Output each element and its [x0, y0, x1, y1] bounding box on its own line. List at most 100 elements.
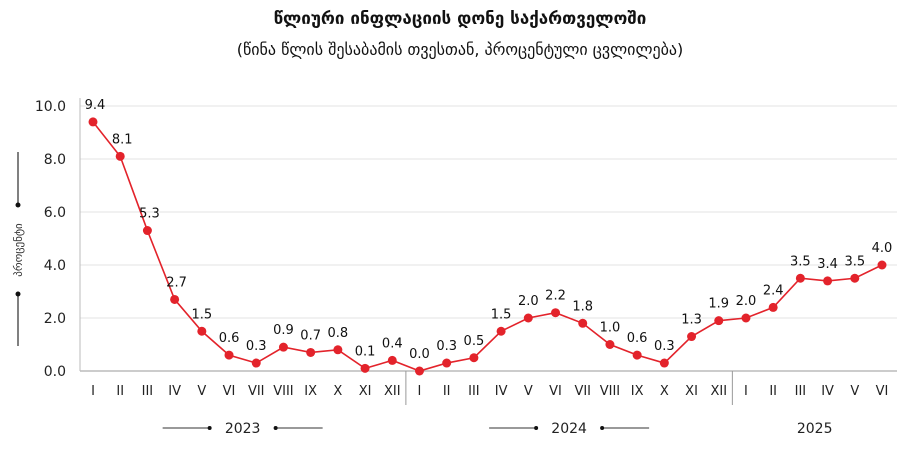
year-dot: [600, 426, 605, 430]
x-tick-label: IV: [495, 384, 508, 399]
x-tick-label: X: [333, 384, 342, 399]
x-tick-label: VII: [248, 384, 265, 399]
x-tick-label: VIII: [273, 384, 293, 399]
data-point: [387, 355, 397, 365]
x-tick-label: II: [769, 384, 777, 399]
data-label: 0.8: [328, 326, 349, 341]
data-point: [170, 294, 180, 304]
data-label: 0.0: [409, 347, 430, 362]
data-point: [605, 340, 615, 349]
data-point: [360, 363, 370, 373]
data-label: 0.6: [627, 331, 648, 346]
data-label: 0.4: [382, 336, 403, 351]
data-label: 1.8: [572, 299, 593, 314]
data-label: 8.1: [112, 132, 133, 147]
data-label: 0.3: [436, 339, 457, 354]
data-point: [278, 342, 288, 352]
data-label: 0.3: [654, 339, 675, 354]
year-label: 2025: [797, 421, 833, 437]
data-point: [877, 260, 887, 270]
x-tick-label: II: [443, 384, 451, 399]
chart-title: წლიური ინფლაციის დონე საქართველოში: [273, 9, 647, 29]
data-point: [333, 345, 343, 355]
x-tick-label: XII: [384, 384, 401, 399]
data-point: [115, 151, 125, 161]
ylabel-dot: [15, 202, 21, 208]
x-tick-label: XI: [359, 384, 372, 399]
x-tick-label: VII: [574, 384, 591, 399]
data-point: [251, 358, 261, 368]
data-label: 2.2: [545, 289, 566, 304]
data-point: [714, 316, 724, 326]
data-label: 0.3: [246, 339, 267, 354]
x-tick-label: IX: [631, 384, 644, 399]
data-label: 1.5: [491, 307, 512, 322]
x-tick-label: V: [850, 384, 859, 399]
data-label: 0.1: [355, 344, 376, 359]
x-tick-label: I: [744, 384, 748, 399]
y-tick-label: 8.0: [44, 152, 66, 168]
x-tick-label: XII: [710, 384, 727, 399]
data-point: [224, 350, 234, 360]
data-label: 1.0: [600, 321, 621, 336]
data-label: 1.3: [681, 313, 702, 328]
y-tick-label: 4.0: [44, 258, 66, 274]
x-tick-label: III: [795, 384, 807, 399]
data-point: [523, 313, 533, 323]
x-tick-label: III: [468, 384, 480, 399]
ylabel-dot: [15, 291, 21, 297]
x-tick-label: X: [660, 384, 669, 399]
x-tick-label: XI: [685, 384, 698, 399]
x-tick-label: VI: [876, 384, 889, 399]
data-point: [823, 276, 833, 286]
year-dot: [534, 426, 539, 430]
data-label: 2.4: [763, 283, 784, 298]
y-tick-label: 2.0: [44, 311, 66, 327]
x-tick-label: V: [524, 384, 533, 399]
data-point: [414, 366, 424, 376]
y-axis-label: პროცენტი: [12, 223, 25, 277]
data-point: [578, 318, 588, 328]
data-label: 0.7: [300, 328, 321, 343]
data-label: 0.6: [219, 331, 240, 346]
data-label: 5.3: [139, 207, 160, 222]
data-point: [687, 332, 697, 342]
x-tick-label: I: [91, 384, 95, 399]
x-tick-label: II: [116, 384, 124, 399]
data-point: [659, 358, 669, 368]
data-point: [197, 326, 207, 336]
year-dot: [273, 426, 278, 430]
data-point: [741, 313, 751, 323]
data-point: [632, 350, 642, 360]
data-point: [142, 226, 152, 236]
x-tick-label: IV: [168, 384, 181, 399]
data-label: 2.0: [518, 294, 539, 309]
x-tick-label: III: [142, 384, 154, 399]
x-tick-label: VI: [223, 384, 236, 399]
data-point: [551, 308, 561, 318]
data-point: [850, 273, 860, 283]
year-label: 2023: [225, 421, 261, 437]
data-label: 2.0: [736, 294, 757, 309]
y-tick-label: 0.0: [44, 364, 66, 380]
data-label: 9.4: [85, 98, 106, 113]
chart-subtitle: (წინა წლის შესაბამის თვესთან, პროცენტული…: [236, 40, 684, 59]
data-label: 1.9: [708, 297, 729, 312]
year-dot: [207, 426, 212, 430]
x-tick-label: I: [418, 384, 422, 399]
x-tick-label: V: [197, 384, 206, 399]
x-tick-label: IX: [304, 384, 317, 399]
year-label: 2024: [551, 421, 587, 437]
data-label: 2.7: [166, 275, 187, 290]
data-point: [306, 347, 316, 357]
data-point: [442, 358, 452, 368]
data-point: [795, 273, 805, 283]
data-point: [496, 326, 506, 336]
data-label: 0.5: [464, 334, 485, 349]
y-tick-label: 10.0: [35, 99, 66, 115]
x-tick-label: VIII: [600, 384, 620, 399]
data-label: 3.5: [790, 254, 811, 269]
series-line: [92, 121, 883, 372]
